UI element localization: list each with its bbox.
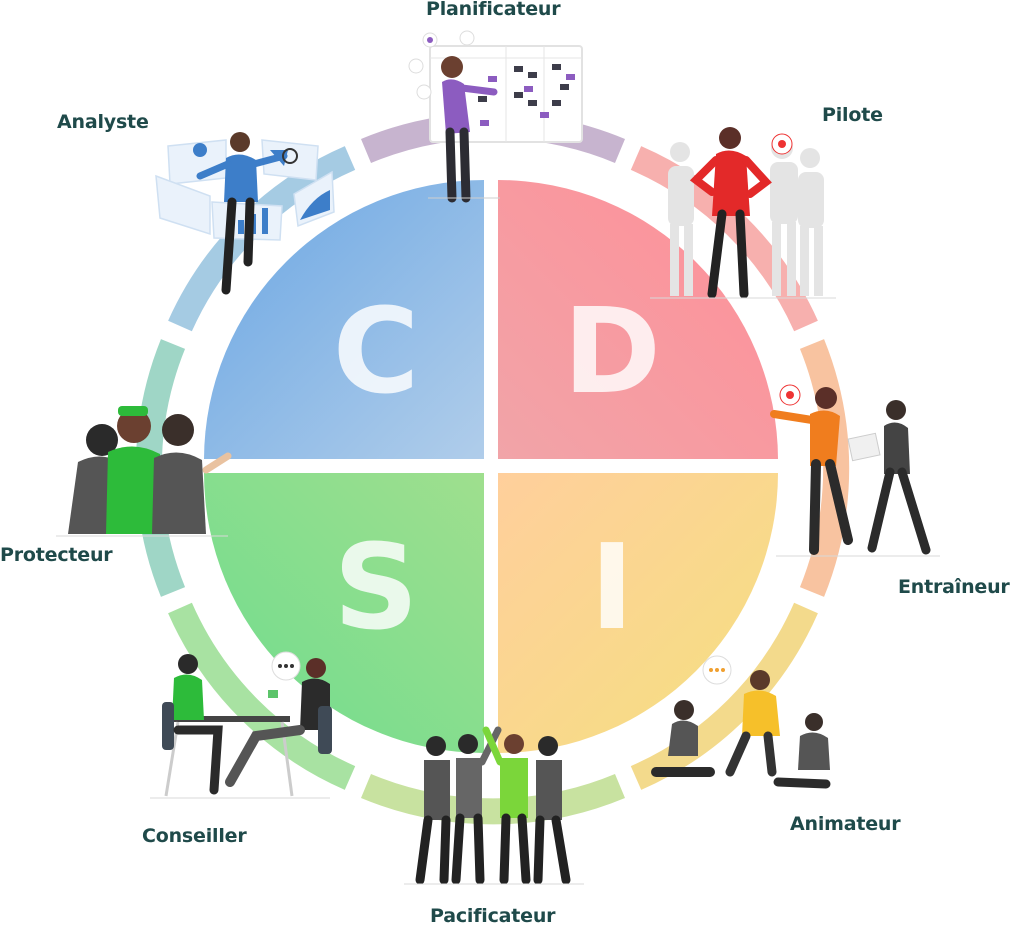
role-label-advisor: Conseiller bbox=[142, 825, 247, 847]
advisor-illustration bbox=[150, 651, 332, 799]
letter-i: I bbox=[590, 518, 634, 656]
letter-s: S bbox=[334, 518, 419, 656]
letter-c: C bbox=[333, 282, 420, 420]
ring-segment-coach bbox=[799, 339, 850, 597]
peacemaker-illustration bbox=[404, 726, 584, 885]
role-label-protector: Protecteur bbox=[0, 544, 113, 566]
role-label-peacemaker: Pacificateur bbox=[430, 905, 556, 927]
coach-illustration bbox=[770, 384, 940, 557]
analyst-illustration bbox=[155, 132, 335, 295]
quadrant-c bbox=[204, 180, 484, 459]
ring-segment-advisor bbox=[168, 602, 356, 790]
quadrants bbox=[204, 180, 778, 753]
quadrant-i bbox=[498, 473, 778, 753]
ring-segment-animator bbox=[630, 602, 818, 790]
quadrant-s bbox=[204, 473, 484, 753]
animator-illustration bbox=[651, 655, 831, 789]
planner-illustration bbox=[408, 30, 583, 203]
ring-segment-peacemaker bbox=[361, 773, 625, 825]
outer-ring bbox=[135, 112, 850, 825]
role-label-planner: Planificateur bbox=[426, 0, 561, 20]
pilot-illustration bbox=[650, 127, 836, 299]
role-label-animator: Animateur bbox=[790, 813, 901, 835]
protector-illustration bbox=[56, 406, 232, 537]
role-label-pilot: Pilote bbox=[822, 104, 883, 126]
role-label-coach: Entraîneur bbox=[898, 576, 1010, 598]
role-label-analyst: Analyste bbox=[57, 111, 149, 133]
letter-d: D bbox=[563, 282, 661, 420]
quadrant-d bbox=[498, 180, 778, 459]
